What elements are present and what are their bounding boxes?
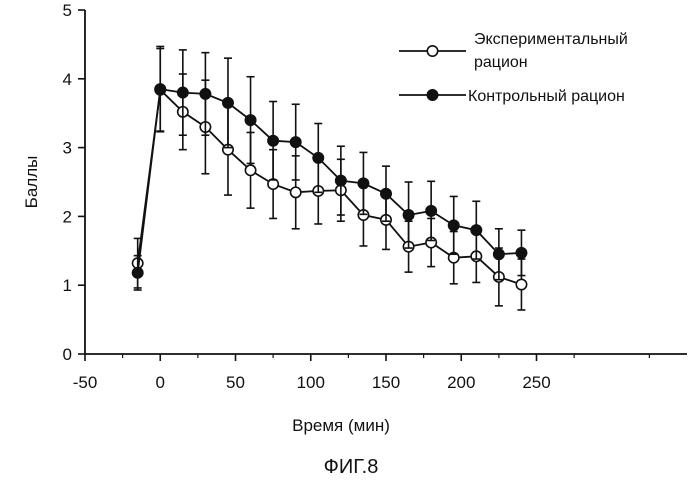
y-tick-label: 3 [63,139,72,158]
x-tick-label: 200 [447,373,475,392]
data-point [245,115,255,125]
data-point [449,220,459,230]
series-line [138,89,522,273]
legend-label: рацион [474,54,528,71]
legend: Экспериментальный рацион Контрольный рацио… [399,31,628,105]
legend-label: Контрольный рацион [468,88,625,105]
data-point [223,98,233,108]
data-point [291,187,301,197]
legend-label: Экспериментальный [474,31,628,48]
data-point [132,268,142,278]
y-axis-label: Баллы [22,156,41,209]
data-point [268,136,278,146]
x-tick-label: 0 [156,373,165,392]
y-tick-label: 1 [63,276,72,295]
x-tick-label: 250 [522,373,550,392]
axes: 012345-50050100150200250 [63,1,687,392]
legend-marker [427,90,437,100]
data-point [155,84,165,94]
legend-entry-1: Экспериментальный рацион [399,31,628,71]
y-tick-label: 2 [63,207,72,226]
x-tick-label: 150 [372,373,400,392]
x-tick-label: 100 [297,373,325,392]
x-tick-label: -50 [73,373,98,392]
data-point [200,89,210,99]
plot-area [132,46,526,310]
data-point [403,210,413,220]
y-tick-label: 0 [63,345,72,364]
data-point [516,279,526,289]
data-point [381,188,391,198]
x-axis-label: Время (мин) [292,416,390,435]
data-point [336,175,346,185]
series-2 [132,46,526,290]
y-tick-label: 5 [63,1,72,20]
data-point [494,249,504,259]
legend-entry-2: Контрольный рацион [399,88,625,105]
x-tick-label: 50 [226,373,245,392]
legend-marker [427,46,437,56]
data-point [178,87,188,97]
figure-caption: ФИГ.8 [324,456,379,478]
data-point [426,206,436,216]
data-point [516,248,526,258]
data-point [245,165,255,175]
series-line [138,90,522,285]
data-point [313,153,323,163]
data-point [471,225,481,235]
y-tick-label: 4 [63,70,72,89]
data-point [358,178,368,188]
data-point [291,137,301,147]
